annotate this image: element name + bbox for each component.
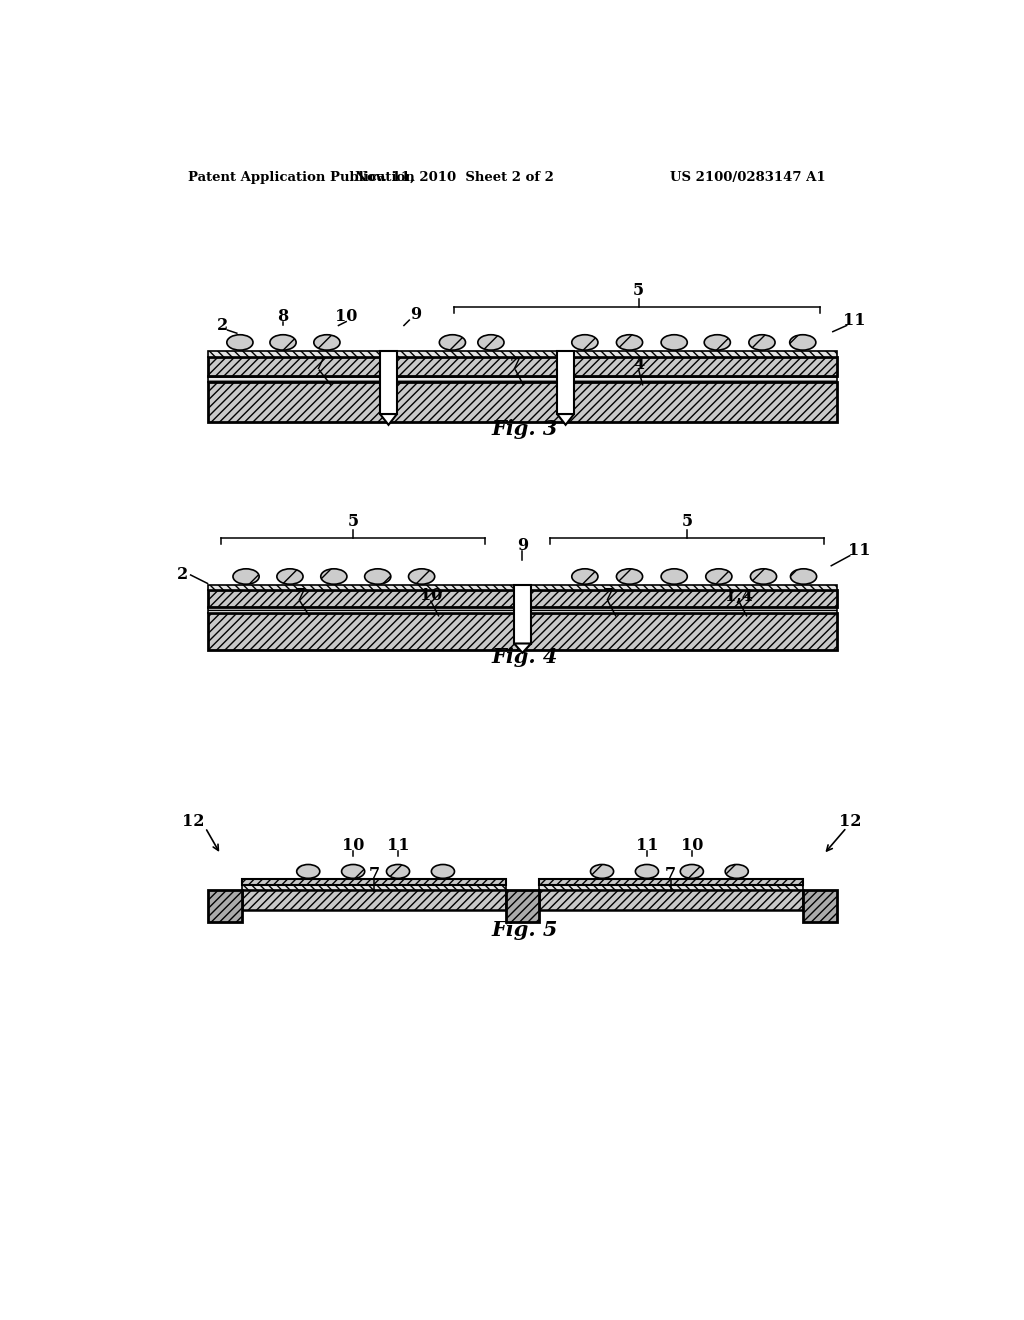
Bar bbox=[243, 879, 506, 884]
Bar bbox=[557, 351, 574, 414]
Bar bbox=[380, 351, 397, 414]
Polygon shape bbox=[557, 414, 574, 425]
Ellipse shape bbox=[749, 335, 775, 350]
Text: 10: 10 bbox=[420, 587, 442, 605]
Text: 8: 8 bbox=[278, 308, 289, 325]
Bar bbox=[243, 890, 506, 909]
Text: 5: 5 bbox=[633, 281, 644, 298]
Text: 9: 9 bbox=[517, 537, 528, 554]
Bar bbox=[243, 884, 506, 890]
Ellipse shape bbox=[313, 335, 340, 350]
Bar bbox=[208, 590, 838, 607]
Ellipse shape bbox=[226, 335, 253, 350]
Ellipse shape bbox=[478, 335, 504, 350]
Ellipse shape bbox=[431, 865, 455, 878]
Text: 9: 9 bbox=[410, 306, 421, 323]
Bar bbox=[208, 585, 838, 590]
Bar bbox=[208, 612, 838, 649]
Text: 7: 7 bbox=[510, 356, 521, 374]
Text: 7: 7 bbox=[369, 866, 380, 883]
Text: 12: 12 bbox=[182, 813, 205, 830]
Text: Fig. 3: Fig. 3 bbox=[492, 420, 558, 440]
Bar bbox=[539, 890, 803, 909]
Bar bbox=[208, 607, 838, 612]
Text: 11: 11 bbox=[636, 837, 658, 854]
Ellipse shape bbox=[616, 335, 643, 350]
Bar bbox=[803, 890, 838, 923]
Bar bbox=[539, 884, 803, 890]
Ellipse shape bbox=[791, 569, 816, 585]
Bar bbox=[208, 351, 838, 358]
Text: 7: 7 bbox=[313, 356, 325, 374]
Text: 10: 10 bbox=[342, 837, 365, 854]
Ellipse shape bbox=[233, 569, 259, 585]
Text: 5: 5 bbox=[347, 512, 358, 529]
Text: 7: 7 bbox=[666, 866, 676, 883]
Text: 7: 7 bbox=[294, 587, 305, 605]
Bar bbox=[539, 879, 803, 884]
Text: 4: 4 bbox=[633, 356, 644, 374]
Ellipse shape bbox=[571, 569, 598, 585]
Ellipse shape bbox=[270, 335, 296, 350]
Text: 11: 11 bbox=[843, 313, 865, 330]
Bar bbox=[208, 381, 838, 422]
Bar bbox=[514, 585, 531, 644]
Ellipse shape bbox=[386, 865, 410, 878]
Polygon shape bbox=[380, 414, 397, 425]
Text: 2: 2 bbox=[176, 566, 187, 583]
Bar bbox=[208, 376, 838, 381]
Ellipse shape bbox=[409, 569, 435, 585]
Ellipse shape bbox=[705, 335, 730, 350]
Bar bbox=[208, 890, 243, 923]
Ellipse shape bbox=[365, 569, 391, 585]
Text: Patent Application Publication: Patent Application Publication bbox=[188, 172, 415, 185]
Bar bbox=[506, 890, 539, 923]
Ellipse shape bbox=[725, 865, 749, 878]
Ellipse shape bbox=[662, 569, 687, 585]
Bar bbox=[208, 358, 838, 376]
Text: Fig. 4: Fig. 4 bbox=[492, 647, 558, 668]
Text: 5: 5 bbox=[681, 512, 692, 529]
Text: 7: 7 bbox=[602, 587, 613, 605]
Ellipse shape bbox=[439, 335, 466, 350]
Text: 11: 11 bbox=[848, 541, 870, 558]
Text: 10: 10 bbox=[681, 837, 703, 854]
Text: 2: 2 bbox=[217, 317, 228, 334]
Text: 12: 12 bbox=[840, 813, 862, 830]
Text: Nov. 11, 2010  Sheet 2 of 2: Nov. 11, 2010 Sheet 2 of 2 bbox=[354, 172, 553, 185]
Ellipse shape bbox=[790, 335, 816, 350]
Text: US 2100/0283147 A1: US 2100/0283147 A1 bbox=[670, 172, 825, 185]
Ellipse shape bbox=[751, 569, 776, 585]
Text: 11: 11 bbox=[387, 837, 410, 854]
Text: 10: 10 bbox=[335, 308, 357, 325]
Ellipse shape bbox=[636, 865, 658, 878]
Text: Fig. 5: Fig. 5 bbox=[492, 920, 558, 940]
Ellipse shape bbox=[342, 865, 365, 878]
Ellipse shape bbox=[662, 335, 687, 350]
Ellipse shape bbox=[276, 569, 303, 585]
Ellipse shape bbox=[297, 865, 319, 878]
Ellipse shape bbox=[616, 569, 643, 585]
Ellipse shape bbox=[706, 569, 732, 585]
Ellipse shape bbox=[591, 865, 613, 878]
Polygon shape bbox=[514, 644, 531, 653]
Ellipse shape bbox=[571, 335, 598, 350]
Ellipse shape bbox=[321, 569, 347, 585]
Ellipse shape bbox=[680, 865, 703, 878]
Text: 1,4: 1,4 bbox=[725, 587, 753, 605]
